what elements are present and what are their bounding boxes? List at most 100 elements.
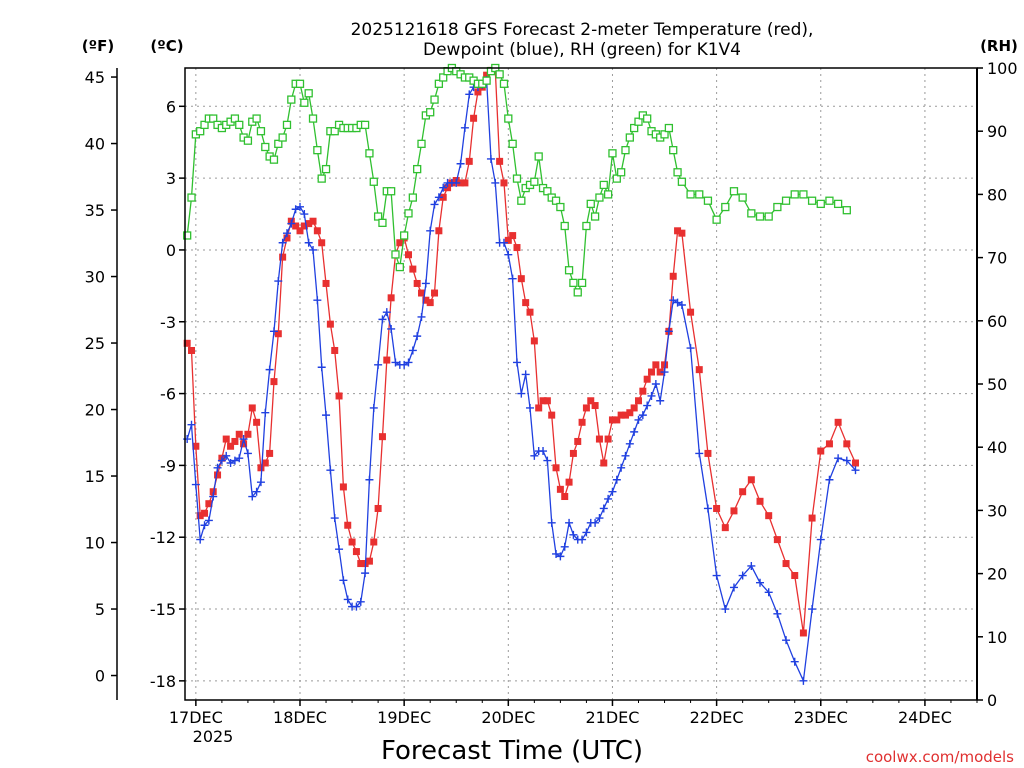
2-meter-temperature-point <box>600 459 608 467</box>
dewpoint-point <box>756 578 765 587</box>
2-meter-temperature-point <box>309 217 317 225</box>
2-meter-temperature-point <box>582 404 590 412</box>
rh-point <box>508 139 517 148</box>
rh-point <box>543 187 552 196</box>
2-meter-temperature-point <box>548 411 556 419</box>
2-meter-temperature-point <box>365 557 373 565</box>
dewpoint-point <box>369 403 378 412</box>
dewpoint-point <box>747 561 756 570</box>
2-meter-temperature-point <box>444 184 452 192</box>
rh-point <box>517 196 526 205</box>
rh-point <box>703 196 713 205</box>
dewpoint-point <box>673 298 682 307</box>
2-meter-temperature-point <box>283 234 291 242</box>
2-meter-temperature-point <box>339 483 347 491</box>
rh-point <box>426 108 435 117</box>
2-meter-temperature-point <box>270 378 278 386</box>
rh-point <box>534 152 543 161</box>
dewpoint-point <box>309 245 318 254</box>
dewpoint-point <box>721 605 730 614</box>
2-meter-temperature-point <box>730 507 738 515</box>
2-meter-temperature-point <box>713 504 721 512</box>
rh-point <box>616 168 626 177</box>
dewpoint-point <box>313 296 322 305</box>
rh-point <box>330 127 339 136</box>
fahrenheit-tick-label: 0 <box>95 667 105 686</box>
2-meter-temperature-point <box>235 430 243 438</box>
2-meter-temperature-point <box>431 289 439 297</box>
dewpoint-point <box>504 250 513 259</box>
rh-point <box>417 139 426 148</box>
rh-point <box>799 190 808 199</box>
rh-point <box>634 117 643 126</box>
2-meter-temperature-point <box>721 524 729 532</box>
dewpoint-point <box>213 463 222 472</box>
rh-point <box>183 231 192 240</box>
dewpoint-point <box>634 415 643 424</box>
dewpoint-point <box>686 344 695 353</box>
2-meter-temperature-point <box>535 404 543 412</box>
2-meter-temperature-point <box>652 361 660 369</box>
dewpoint-point <box>638 411 647 420</box>
dewpoint-point <box>382 308 391 317</box>
dewpoint-point <box>222 451 231 460</box>
rh-point <box>308 114 318 123</box>
dewpoint-point <box>291 205 300 214</box>
dewpoint-point <box>782 636 791 645</box>
dewpoint-point <box>300 210 309 219</box>
celsius-tick-label: -15 <box>150 600 176 619</box>
dewpoint-point <box>248 492 257 501</box>
rh-point <box>608 149 617 158</box>
2-meter-temperature-point <box>747 476 755 484</box>
rh-point <box>669 146 678 155</box>
dewpoint-point <box>656 396 665 405</box>
dewpoint-point <box>539 447 548 456</box>
celsius-tick-label: -12 <box>150 528 176 547</box>
2-meter-temperature-point <box>413 279 421 287</box>
rh-point <box>235 120 244 130</box>
rh-point <box>313 146 322 155</box>
dewpoint-point <box>356 597 365 606</box>
rh-point <box>482 76 491 85</box>
2-meter-temperature-point <box>357 560 365 568</box>
dewpoint-point <box>664 327 673 336</box>
rh-point <box>630 123 639 133</box>
2-meter-temperature-point <box>261 459 269 467</box>
2-meter-temperature-point <box>374 504 382 512</box>
2-meter-temperature-point <box>687 308 695 316</box>
rh-point <box>256 127 266 136</box>
dewpoint-point <box>374 360 383 369</box>
dewpoint-point <box>226 459 235 467</box>
dewpoint-point <box>547 518 556 527</box>
x-tick-label: 19DEC <box>377 708 431 727</box>
celsius-tick-label: 6 <box>166 97 176 116</box>
2-meter-temperature-point <box>457 179 465 187</box>
rh-point <box>673 168 682 177</box>
dewpoint-point <box>413 332 422 341</box>
dewpoint-point <box>322 411 331 420</box>
2-meter-temperature-point <box>409 265 417 273</box>
dewpoint-point <box>335 545 344 554</box>
2-meter-temperature-point <box>626 409 634 417</box>
2-meter-temperature-point <box>530 337 538 345</box>
2-meter-temperature-point <box>635 397 643 405</box>
2-meter-temperature-point <box>244 430 252 438</box>
2-meter-temperature-point <box>201 509 209 517</box>
2-meter-temperature-point <box>470 114 478 122</box>
dewpoint-point <box>651 380 660 388</box>
rh-point <box>590 212 600 221</box>
2-meter-temperature-point <box>591 402 599 410</box>
dewpoint-point <box>235 454 244 463</box>
dewpoint-point <box>209 492 218 501</box>
dewpoint-point <box>608 487 617 496</box>
rh-point <box>278 133 287 142</box>
2-meter-temperature-point <box>513 244 521 252</box>
rh-point <box>230 114 240 123</box>
2-meter-temperature-point <box>669 272 677 280</box>
rh-point <box>200 120 209 130</box>
2-meter-temperature-point <box>739 488 747 496</box>
rh-point <box>738 193 747 202</box>
dewpoint-point <box>556 552 565 561</box>
rh-point <box>304 89 313 98</box>
